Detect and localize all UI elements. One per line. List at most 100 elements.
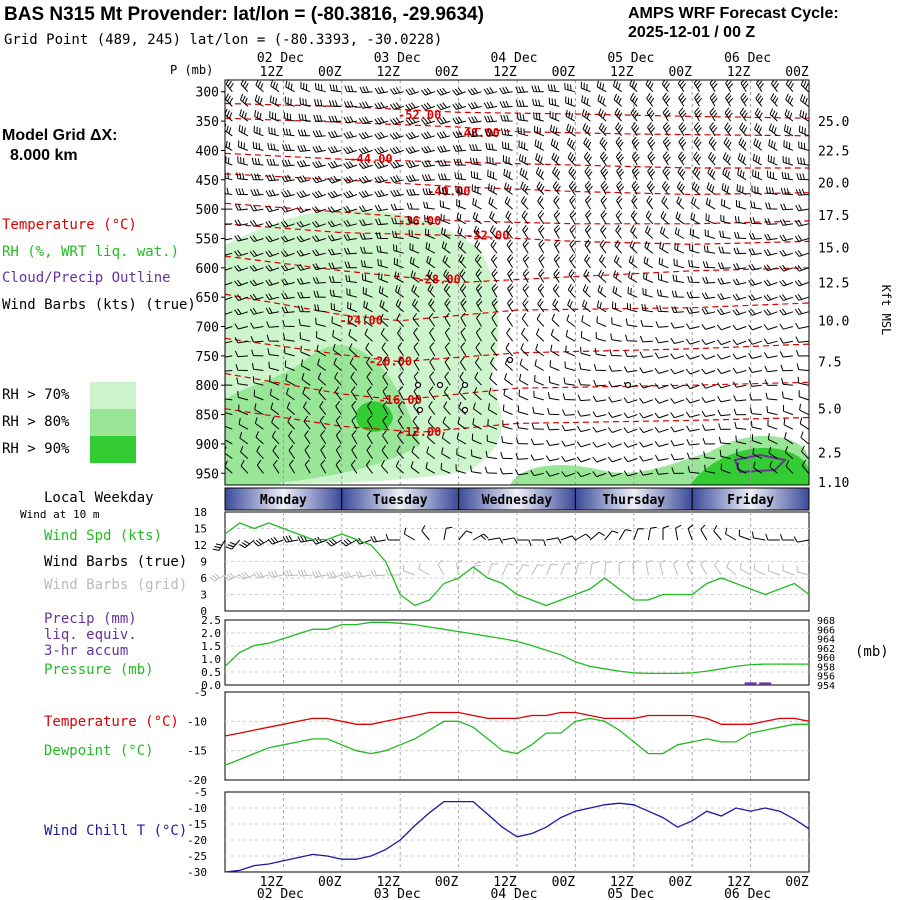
cross-section-barb-348: [312, 220, 326, 228]
cross-section-barb-251: [584, 166, 593, 181]
cross-section-barb-582: [411, 298, 420, 313]
cross-section-barb-854: [502, 404, 513, 416]
cross-section-barb-591: [552, 298, 560, 313]
cross-section-barb-45: [328, 100, 342, 107]
cross-section-barb-731: [365, 357, 373, 371]
cross-section-barb-918: [320, 430, 327, 445]
cross-section-barb-713: [670, 353, 685, 360]
cross-section-barb-61: [581, 95, 591, 107]
cross-section-barb-253: [616, 166, 625, 181]
cross-section-barb-660: [444, 327, 451, 342]
cross-section-barb-440: [569, 239, 576, 254]
temperature-line: [224, 711, 810, 737]
cross-section-barb-62: [597, 94, 607, 107]
wind-barb-grid-18: [487, 563, 499, 576]
cross-section-barb-18: [499, 86, 513, 94]
wind-barb-true-8: [326, 538, 343, 547]
cross-section-barb-91: [452, 116, 467, 125]
cross-section-barb-776: [474, 372, 482, 386]
top-date-label-3: 05 Dec: [607, 51, 654, 66]
cross-section-barb-796: [781, 377, 793, 386]
cross-section-barb-872: [783, 404, 794, 416]
cross-section-barb-534: [249, 293, 264, 301]
cross-section-barb-178: [631, 136, 640, 151]
cross-section-barb-798: [225, 398, 233, 401]
cross-section-barb-884: [382, 415, 389, 430]
cross-section-barb-474: [506, 254, 514, 269]
cross-section-barb-437: [522, 239, 529, 254]
cross-section-barb-490: [748, 263, 762, 271]
cloud-marker-2: [461, 381, 469, 389]
cross-section-barb-840: [286, 401, 295, 415]
cross-section-barb-206: [469, 157, 482, 166]
wind-barb-true-15: [443, 526, 453, 541]
cross-section-barb-697: [429, 342, 436, 357]
cross-section-barb-23: [580, 81, 591, 93]
cross-section-barb-916: [288, 430, 295, 445]
cross-section-barb-196: [312, 160, 326, 169]
cross-section-barb-845: [366, 400, 373, 415]
cross-section-barb-198: [343, 161, 358, 169]
cross-section-barb-631: [581, 315, 591, 327]
cloud-marker-4: [624, 381, 632, 389]
cross-section-barb-128: [436, 131, 451, 139]
cross-section-barb-33: [740, 80, 749, 92]
rh-swatch-70: [90, 382, 136, 409]
cross-section-barb-913: [239, 431, 249, 445]
cross-section-barb-53: [452, 102, 467, 110]
cross-section-barb-909: [767, 419, 778, 430]
cross-section-barb-991: [272, 459, 280, 474]
cross-section-barb-241: [421, 174, 435, 182]
cross-section-barb-820: [562, 393, 575, 401]
cross-section-barb-25: [613, 80, 622, 93]
cross-section-barb-588: [506, 298, 514, 313]
cross-section-barb-790: [685, 383, 700, 390]
cross-section-barb-22: [564, 82, 576, 93]
wind-barb-grid-4: [268, 570, 284, 578]
cross-section-barb-739: [489, 357, 498, 371]
cross-section-barb-368: [630, 210, 638, 225]
cross-section-barb-757: [764, 365, 778, 373]
cross-section-barb-75: [800, 94, 809, 107]
cross-section-barb-559: [642, 288, 653, 298]
cross-section-barb-459: [265, 264, 280, 272]
cross-section-barb-312: [343, 205, 358, 213]
cross-section-barb-228: [225, 171, 233, 181]
wind-barb-grid-22: [545, 563, 558, 576]
cross-section-barb-980: [686, 452, 700, 460]
label-precip-accum: 3-hr accum: [44, 643, 129, 659]
temperature-contours: [225, 102, 809, 433]
wind-barb-grid-26: [604, 561, 612, 576]
cross-section-barb-945: [735, 435, 747, 445]
cross-section-barb-766: [317, 372, 327, 386]
cross-section-barb-973: [576, 456, 591, 463]
cross-section-barb-138: [598, 122, 607, 137]
pressure-tick-12: 900: [196, 438, 219, 453]
cross-section-barb-552: [537, 283, 545, 298]
wind-barb-true-19: [502, 537, 518, 544]
cross-section-barb-131: [484, 129, 498, 137]
top-time-label-4: 12Z: [493, 65, 517, 80]
cross-section-barb-671: [610, 333, 622, 342]
cross-section-barb-555: [582, 284, 591, 298]
cross-section-barb-816: [503, 388, 513, 401]
cross-section-barb-137: [582, 123, 591, 137]
cross-section-barb-646: [225, 340, 233, 344]
cross-section-barb-146: [724, 122, 733, 137]
cross-section-barb-944: [718, 436, 731, 445]
cross-section-barb-460: [280, 264, 295, 272]
temperature-contour-label-8: -20.00: [369, 355, 412, 369]
wind-barb-true-20: [517, 539, 532, 547]
cross-section-barb-749: [639, 367, 653, 374]
cross-section-barb-712: [654, 352, 669, 359]
cross-section-barb-363: [553, 210, 561, 225]
cross-section-barb-703: [520, 343, 529, 357]
cross-section-barb-629: [551, 313, 560, 327]
cross-section-barb-372: [690, 212, 700, 225]
wind-tick-4: 12: [194, 539, 207, 552]
cross-section-barb-225: [767, 154, 778, 166]
kft-tick-3: 17.5: [818, 209, 849, 224]
cross-section-barb-866: [685, 411, 700, 418]
cross-section-barb-73: [770, 93, 779, 107]
